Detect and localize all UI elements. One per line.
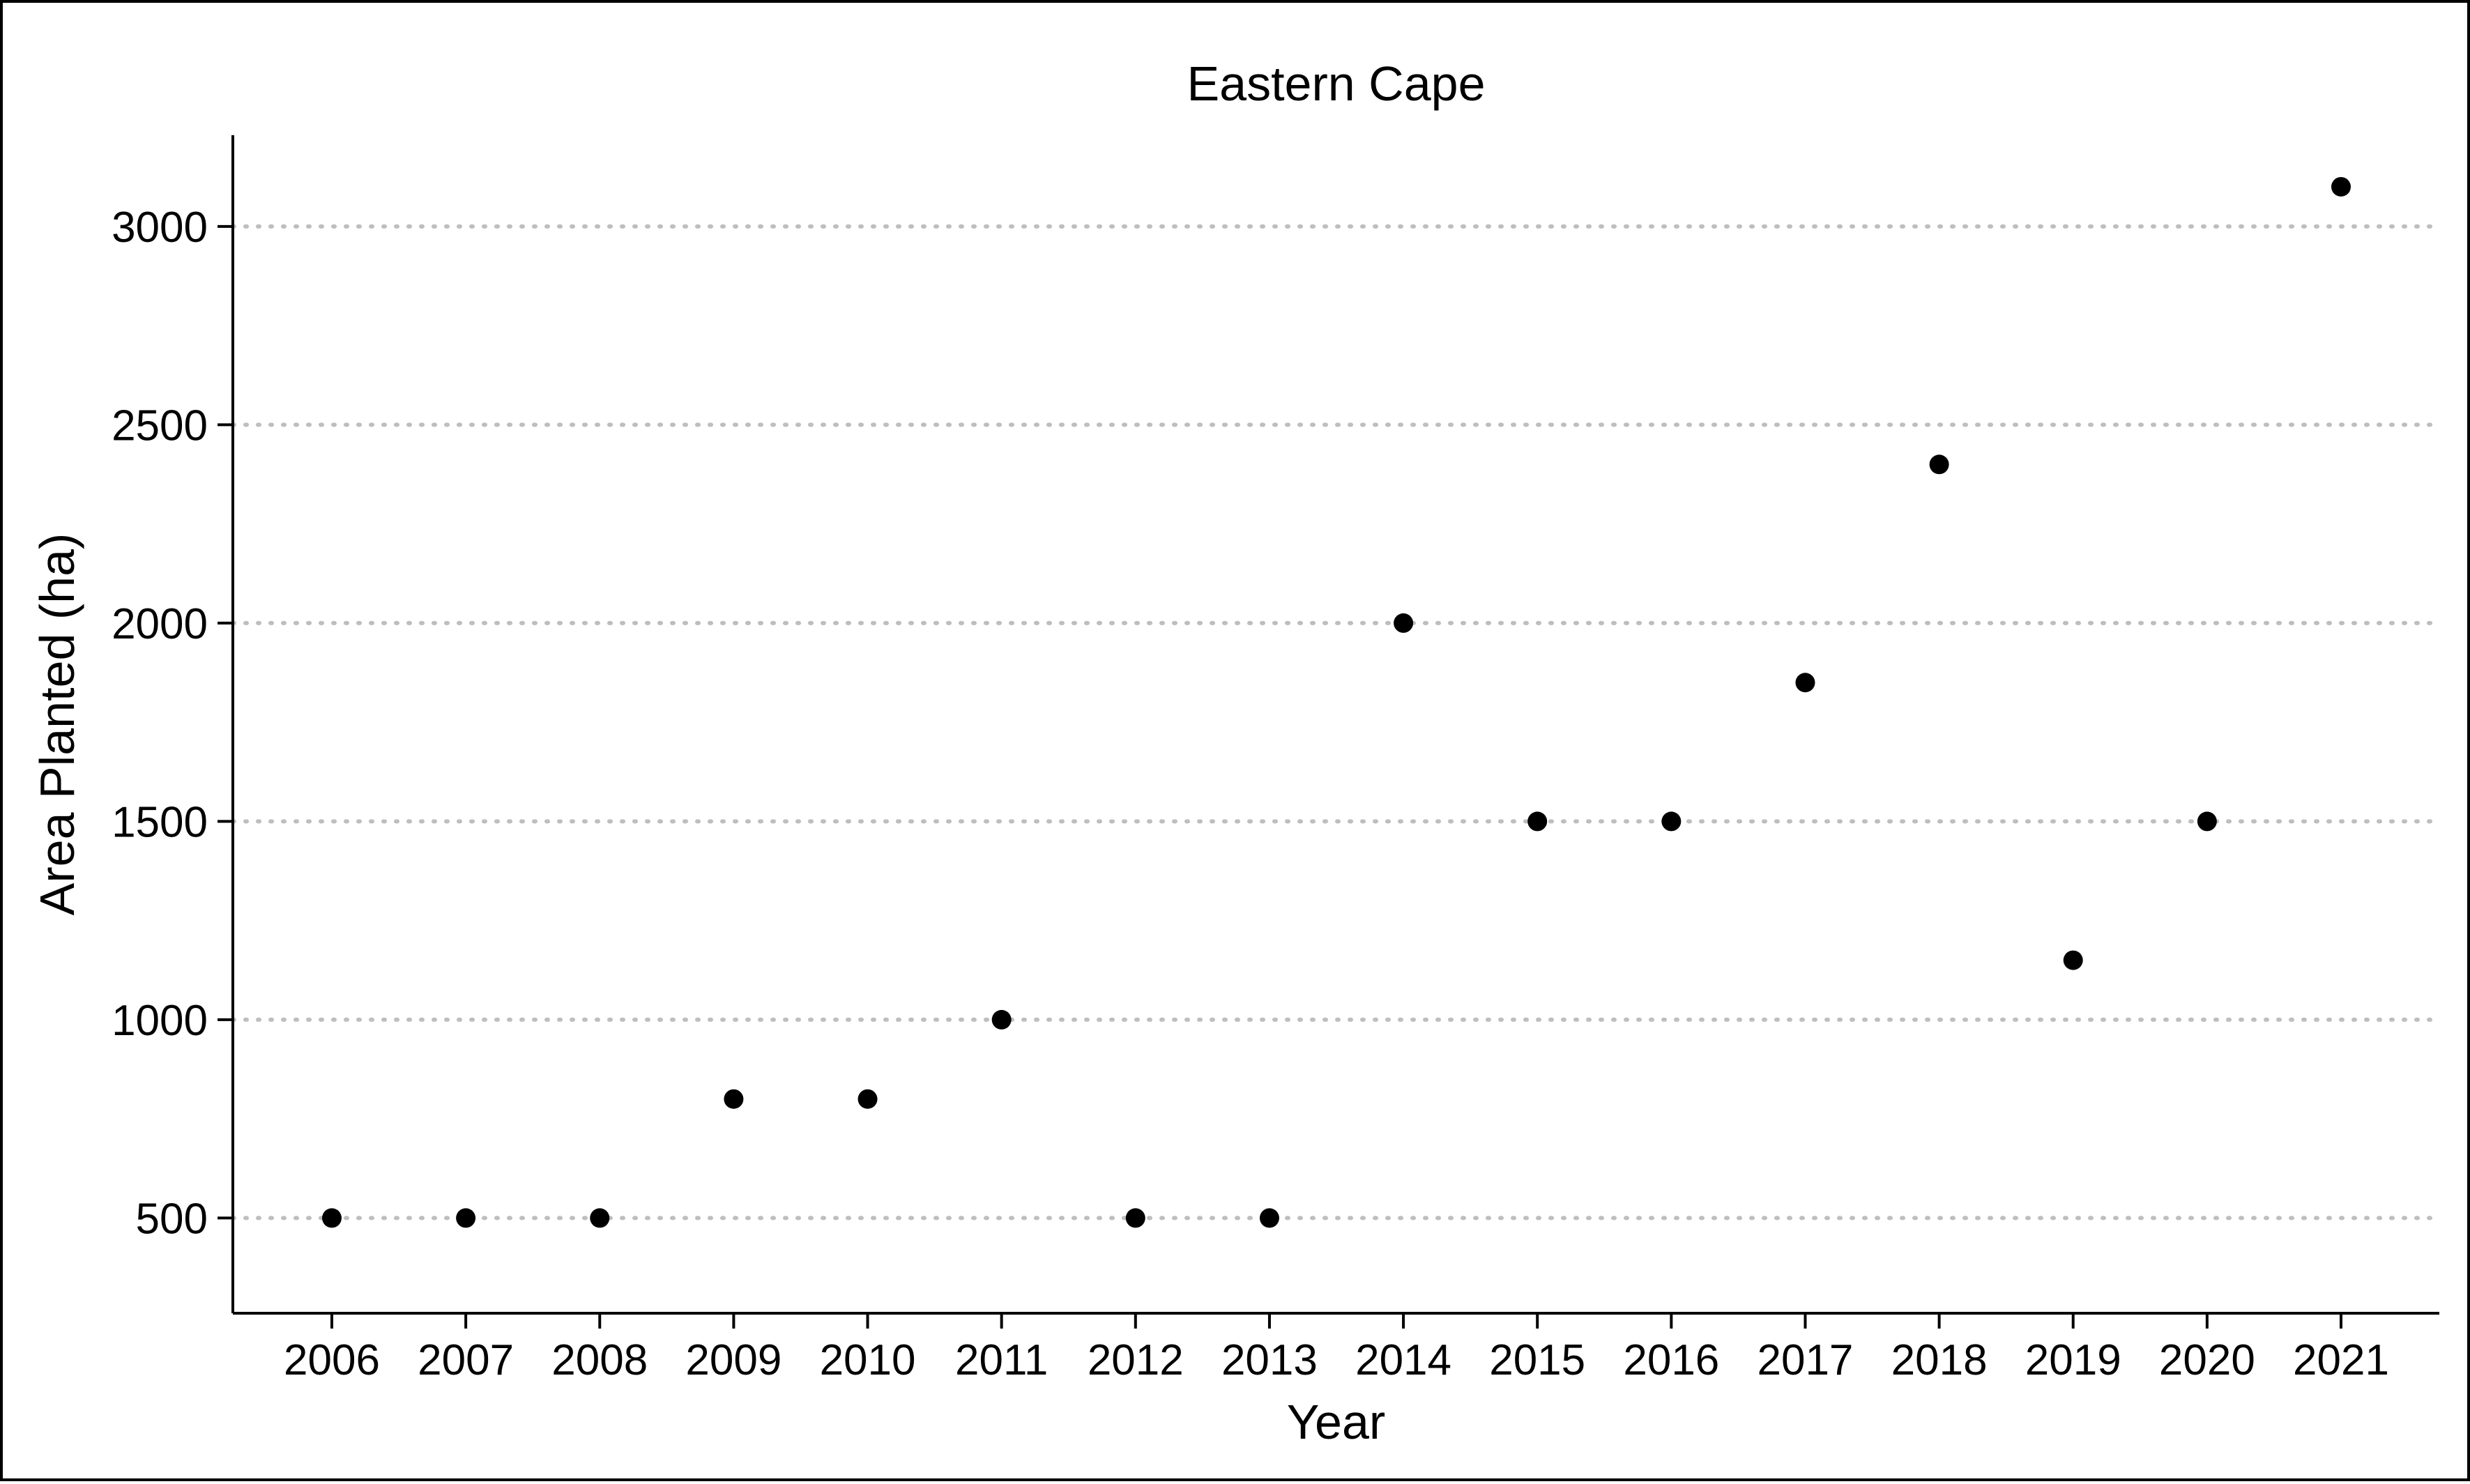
- y-axis-ticks: 500 1000 1500 2000 2500 3000: [112, 204, 233, 1243]
- x-tick-label: 2021: [2293, 1336, 2389, 1384]
- y-tick-label: 1000: [112, 997, 208, 1045]
- y-tick-label: 3000: [112, 204, 208, 252]
- data-point: [456, 1208, 476, 1228]
- x-tick-label: 2006: [284, 1336, 380, 1384]
- data-point: [322, 1208, 342, 1228]
- data-point: [2331, 176, 2351, 197]
- y-tick-label: 2500: [112, 401, 208, 450]
- data-points: [322, 176, 2351, 1228]
- chart-title: Eastern Cape: [1187, 56, 1485, 111]
- data-point: [1795, 673, 1815, 693]
- data-point: [1527, 811, 1548, 832]
- x-tick-label: 2007: [418, 1336, 514, 1384]
- data-point: [1661, 811, 1682, 832]
- y-tick-label: 2000: [112, 600, 208, 648]
- x-tick-label: 2017: [1757, 1336, 1853, 1384]
- scatter-chart: 500 1000 1500 2000 2500 3000 2006 2007 2008 2009…: [30, 56, 2441, 1449]
- data-point: [2063, 950, 2083, 970]
- gridlines: [231, 224, 2441, 1221]
- data-point: [1125, 1208, 1145, 1228]
- axes: [231, 135, 2439, 1315]
- data-point: [1929, 454, 1949, 475]
- data-point: [2197, 811, 2217, 832]
- data-point: [590, 1208, 610, 1228]
- x-tick-label: 2010: [820, 1336, 916, 1384]
- x-tick-label: 2011: [955, 1336, 1048, 1384]
- y-tick-label: 500: [136, 1195, 208, 1243]
- y-axis-title: Area Planted (ha): [30, 533, 84, 916]
- x-tick-label: 2015: [1489, 1336, 1585, 1384]
- x-tick-label: 2012: [1088, 1336, 1184, 1384]
- data-point: [1394, 613, 1414, 633]
- data-point: [857, 1089, 878, 1109]
- x-tick-label: 2014: [1355, 1336, 1451, 1384]
- data-point: [1259, 1208, 1279, 1228]
- x-tick-label: 2016: [1623, 1336, 1719, 1384]
- data-point: [724, 1089, 744, 1109]
- y-tick-label: 1500: [112, 798, 208, 846]
- x-tick-label: 2009: [685, 1336, 782, 1384]
- x-tick-label: 2020: [2159, 1336, 2255, 1384]
- x-tick-label: 2008: [551, 1336, 648, 1384]
- x-tick-label: 2018: [1891, 1336, 1988, 1384]
- x-tick-label: 2013: [1221, 1336, 1318, 1384]
- data-point: [991, 1009, 1012, 1030]
- x-axis-title: Year: [1287, 1395, 1385, 1449]
- x-axis-ticks: 2006 2007 2008 2009 2010 2011 2012 2013 2014 2015…: [284, 1313, 2389, 1384]
- x-tick-label: 2019: [2025, 1336, 2121, 1384]
